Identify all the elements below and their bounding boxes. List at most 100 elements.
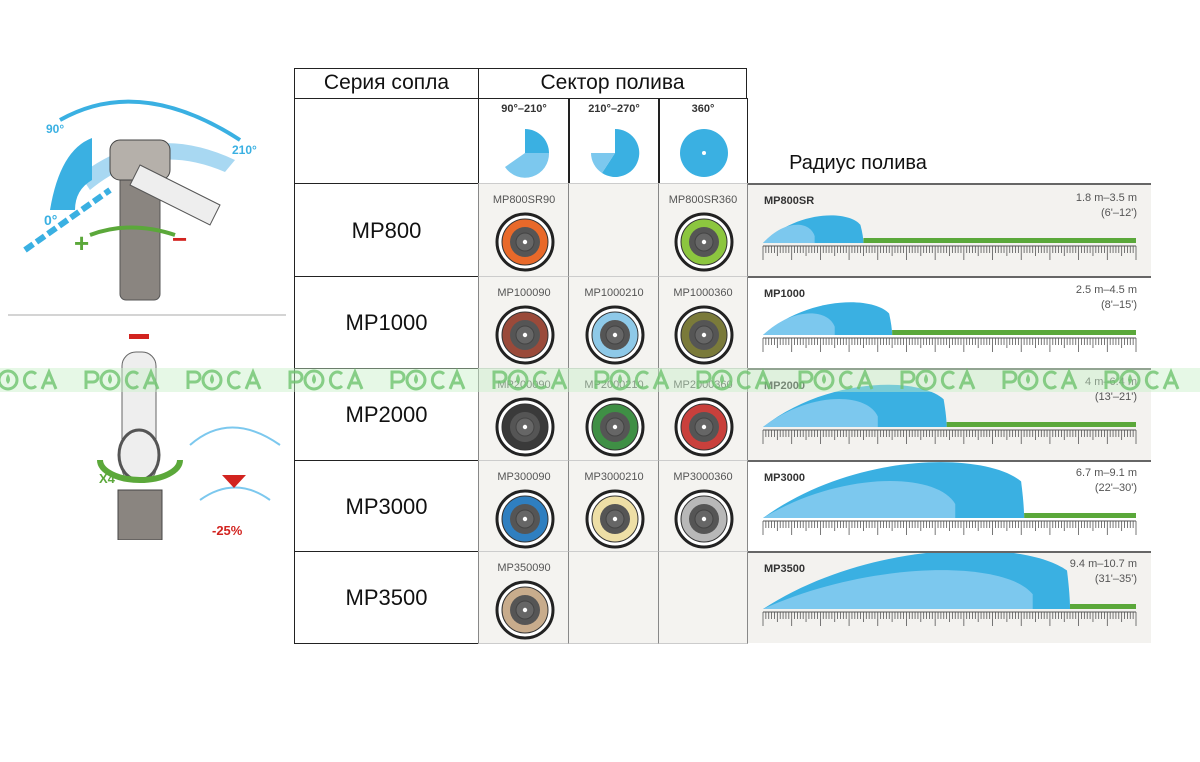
angle-label-210: 210° [232,143,257,157]
sector-label: 360° [691,103,715,115]
nozzle-icon [674,212,733,272]
series-cell: MP3500 [294,551,479,644]
header-sector-text: Сектор полива [540,71,685,94]
radius-range: 2.5 m–4.5 m (8'–15') [1076,283,1137,313]
sector-header-1: 210°–270° [568,98,660,184]
radius-metric: 2.5 m–4.5 m [1075,284,1137,296]
nozzle-cell: MP3000210 [568,460,660,553]
spray-min [763,399,878,427]
nozzle-icon [495,305,554,365]
radius-panel: MP800SR 1.8 m–3.5 m (6'–12') [748,183,1151,277]
ruler [762,338,1137,352]
nozzle-cell: MP100090 [478,276,570,370]
radius-panel: MP1000 2.5 m–4.5 m (8'–15') [748,276,1151,369]
radius-panel: MP2000 4 m–6.4 m (13'–21') [748,368,1151,461]
nozzle-cell: MP1000210 [568,276,660,370]
series-name: MP1000 [345,310,428,335]
nozzle-cell: MP800SR360 [658,183,748,278]
ruler [762,430,1137,444]
nozzle-cell: MP3000360 [658,460,748,553]
series-name: MP2000 [345,402,428,427]
radius-graph [762,384,1137,444]
nozzle-cell: MP350090 [478,551,570,644]
header-series-blank [294,98,479,184]
nozzle-icon [674,397,733,457]
nozzle-code: MP100090 [497,287,551,299]
nozzle-cell [658,551,748,644]
nozzle-code: MP1000360 [673,287,733,299]
nozzle-icon [495,580,554,640]
grass [892,330,1136,335]
radius-graph [762,215,1137,260]
series-cell: MP2000 [294,368,479,462]
reduction-label: -25% [212,523,243,538]
nozzle-icon [674,489,733,549]
radius-metric: 1.8 m–3.5 m [1075,192,1137,204]
turns-label: X4 [99,471,116,486]
sector-label: 90°–210° [501,103,547,115]
radius-panel: MP3000 6.7 m–9.1 m (22'–30') [748,460,1151,552]
nozzle-cell: MP1000360 [658,276,748,370]
nozzle-cell: MP800SR90 [478,183,570,278]
nozzle-code: MP800SR90 [492,194,556,206]
nozzle-cell: MP2000210 [568,368,660,462]
plus-icon: + [74,228,89,258]
radius-graph [762,302,1137,352]
header-radius: Радиус полива [789,152,927,174]
sector-header-0: 90°–210° [478,98,570,184]
sector-label: 210°–270° [588,103,640,115]
header-sector: Сектор полива [478,68,747,99]
series-cell: MP1000 [294,276,479,370]
radius-range: 9.4 m–10.7 m (31'–35') [1070,557,1137,587]
radius-model: MP3500 [764,563,805,575]
nozzle-icon [495,489,554,549]
ruler [762,521,1137,535]
radius-model: MP3000 [764,472,805,484]
series-name: MP3500 [345,584,428,610]
sector-pie-icon [679,129,728,177]
radius-range: 1.8 m–3.5 m (6'–12') [1076,191,1137,221]
nozzle-code: MP3000210 [584,471,644,483]
nozzle-icon [585,397,644,457]
nozzle-icon [585,305,644,365]
ruler [762,612,1137,626]
nozzle-code: MP800SR360 [668,194,738,206]
angle-label-0: 0° [44,212,57,228]
grass [946,422,1136,427]
nozzle-code: MP1000210 [584,287,644,299]
radius-panel: MP3500 9.4 m–10.7 m (31'–35') [748,551,1151,643]
header-series-text: Серия сопла [323,71,450,94]
radius-metric: 6.7 m–9.1 m [1075,467,1137,479]
header-series: Серия сопла [294,68,479,99]
series-cell: MP800 [294,183,479,278]
nozzle-code: MP2000360 [673,379,733,391]
radius-graph [762,553,1137,626]
spray-min [763,570,1033,609]
nozzle-code: MP300090 [497,471,551,483]
grass [1024,513,1136,518]
grass [1070,604,1136,609]
nozzle-cell [568,183,660,278]
nozzle-code: MP3000360 [673,471,733,483]
nozzle-code: MP350090 [497,562,551,574]
radius-model: MP800SR [764,195,815,207]
minus-icon: − [172,224,187,254]
nozzle-cell: MP200090 [478,368,570,462]
sector-header-2: 360° [658,98,748,184]
radius-range: 6.7 m–9.1 m (22'–30') [1076,466,1137,496]
adjustment-illustration: 90° 210° 0° + − X4 -25% [8,99,286,540]
nozzle-icon [674,305,733,365]
sector-pie-icon [590,128,639,177]
nozzle-icon [585,489,644,549]
radius-imperial: (31'–35') [1094,573,1137,585]
sector-pie-icon [504,129,549,178]
series-cell: MP3000 [294,460,479,553]
series-name: MP3000 [345,493,428,519]
spray-min [763,224,815,243]
arc-adjust-diagram [23,99,242,301]
nozzle-code: MP200090 [497,379,551,391]
radius-model: MP2000 [764,380,805,392]
radius-imperial: (13'–21') [1094,391,1137,403]
grass [863,238,1136,243]
ruler [762,246,1137,260]
